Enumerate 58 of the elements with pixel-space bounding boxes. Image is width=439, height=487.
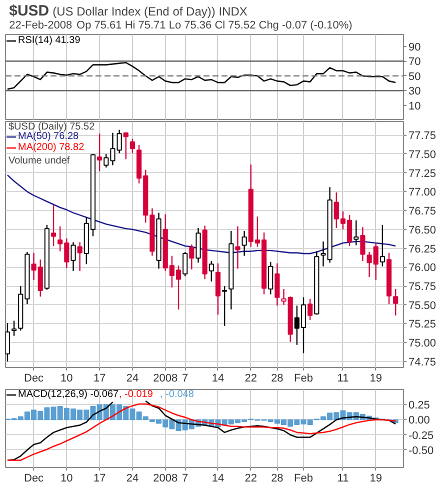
chart-subtitle: (US Dollar Index (End of Day)) INDX bbox=[52, 4, 248, 18]
y-tick-label: -0.25 bbox=[408, 430, 434, 442]
x-tick-label: Dec bbox=[24, 372, 44, 384]
x-tick-label: 17 bbox=[93, 372, 106, 384]
x-tick-label: Dec bbox=[24, 472, 44, 484]
y-tick-label: 30 bbox=[408, 86, 421, 98]
x-tick-label: 19 bbox=[370, 472, 382, 484]
legend-label: MA(50) 76.28 bbox=[18, 131, 79, 142]
text: Op 75.61 Hi 75.71 Lo 75.36 Cl 75.52 Chg -0.07 (-0.10%) bbox=[76, 20, 352, 32]
y-tick-label: 77.00 bbox=[408, 186, 436, 199]
legend-label: MACD(12,26,9) -0.067 bbox=[18, 389, 119, 400]
x-tick-label: 24 bbox=[126, 472, 139, 484]
x-tick-label: 7 bbox=[182, 372, 188, 384]
y-tick-label: 77.50 bbox=[408, 148, 436, 161]
legend-label: MA(200) 78.82 bbox=[18, 142, 84, 153]
x-tick-label: 22 bbox=[244, 372, 258, 384]
x-tick-label: Feb bbox=[294, 472, 313, 484]
y-tick-label: 70 bbox=[408, 56, 421, 68]
y-tick-label: 75.75 bbox=[408, 281, 436, 294]
x-tick-label: 28 bbox=[271, 472, 284, 484]
x-tick-label: 11 bbox=[337, 472, 349, 484]
legend-label: RSI(14) 41.39 bbox=[18, 35, 80, 46]
x-tick-label: 14 bbox=[212, 472, 224, 484]
y-tick-label: 10 bbox=[408, 100, 421, 112]
legend-title: $USD (Daily) 75.52 bbox=[8, 122, 96, 132]
x-tick-label: 22 bbox=[244, 472, 258, 484]
y-tick-label: 50 bbox=[408, 70, 421, 83]
y-tick-label: 76.25 bbox=[408, 243, 436, 256]
y-tick-label: 0.25 bbox=[408, 400, 430, 412]
series-label: , -0.019 bbox=[119, 389, 153, 400]
y-tick-label: 90 bbox=[408, 41, 421, 54]
x-tick-label: 14 bbox=[212, 372, 224, 384]
y-tick-label: 75.50 bbox=[408, 300, 436, 312]
y-tick-label: 77.25 bbox=[408, 168, 436, 180]
series-label: , -0.048 bbox=[160, 389, 194, 400]
x-tick-label: 28 bbox=[271, 372, 284, 384]
y-tick-label: 75.00 bbox=[408, 338, 436, 350]
chart-title: $USD bbox=[9, 2, 50, 20]
y-tick-label: 76.75 bbox=[408, 206, 436, 218]
y-tick-label: 76.50 bbox=[408, 224, 436, 236]
x-tick-label: 17 bbox=[93, 472, 106, 484]
x-tick-label: 10 bbox=[60, 472, 73, 484]
y-tick-label: 0.00 bbox=[408, 414, 430, 427]
y-tick-label: 75.25 bbox=[408, 318, 436, 331]
text: 22-Feb-2008 bbox=[9, 20, 72, 32]
x-tick-label: 2008 bbox=[153, 372, 178, 384]
y-tick-label: 77.75 bbox=[408, 130, 436, 142]
x-tick-label: 10 bbox=[60, 372, 73, 384]
x-tick-label: 7 bbox=[182, 472, 188, 484]
x-tick-label: 19 bbox=[370, 372, 382, 384]
x-tick-label: 24 bbox=[126, 372, 139, 384]
annotation: Volume undef bbox=[8, 156, 70, 166]
x-tick-label: 11 bbox=[337, 372, 349, 384]
y-tick-label: 76.00 bbox=[408, 262, 436, 274]
x-tick-label: Feb bbox=[294, 372, 313, 384]
x-tick-label: 2008 bbox=[153, 472, 178, 484]
y-tick-label: -0.50 bbox=[408, 444, 434, 457]
y-tick-label: 74.75 bbox=[408, 356, 436, 368]
